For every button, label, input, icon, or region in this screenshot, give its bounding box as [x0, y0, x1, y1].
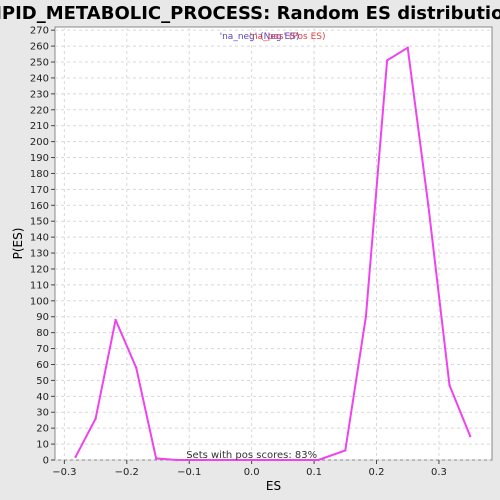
y-tick-label: 100	[30, 296, 49, 307]
y-axis-ticks: 0 10 20 30 40 50 60 70 80 90 100 110 120 130 140 150 160…	[30, 26, 55, 467]
y-tick-label: 40	[36, 392, 49, 403]
data-point	[74, 455, 77, 459]
y-tick-label: 130	[30, 249, 49, 260]
y-tick-label: 260	[30, 42, 49, 53]
legend: 'na_neg' (Neg ES)'na_pos' (Pos ES)	[220, 32, 326, 42]
x-tick-label: 0.1	[306, 467, 322, 478]
y-tick-label: 0	[43, 456, 49, 467]
data-point	[297, 458, 300, 462]
es-distribution-line	[74, 46, 472, 461]
data-point	[385, 59, 389, 62]
x-tick-label: −0.1	[177, 467, 201, 478]
data-point	[427, 204, 430, 207]
data-point	[448, 383, 451, 387]
x-tick-label: 0.2	[369, 467, 385, 478]
y-tick-label: 110	[30, 280, 49, 291]
y-tick-label: 170	[30, 185, 49, 196]
data-point	[154, 457, 158, 460]
y-tick-label: 20	[36, 424, 49, 435]
data-point	[468, 434, 472, 438]
data-point	[344, 449, 347, 452]
y-tick-label: 240	[30, 73, 49, 84]
data-point	[195, 458, 198, 462]
x-tick-label: −0.2	[115, 467, 139, 478]
y-tick-label: 30	[36, 408, 49, 419]
y-tick-label: 200	[30, 137, 49, 148]
y-tick-label: 210	[30, 121, 49, 132]
gridlines	[55, 27, 492, 461]
y-tick-label: 150	[30, 217, 49, 228]
y-tick-label: 50	[36, 376, 49, 387]
data-point	[236, 458, 239, 462]
y-tick-label: 270	[30, 26, 49, 37]
x-tick-label: 0.3	[431, 467, 447, 478]
x-axis-label: ES	[266, 479, 281, 493]
data-point	[406, 46, 409, 49]
chart-title: LIPID_METABOLIC_PROCESS: Random ES distr…	[0, 3, 500, 24]
y-tick-label: 140	[30, 233, 49, 244]
y-tick-label: 230	[30, 89, 49, 100]
legend-entry: 'na_pos' (Pos ES)	[249, 32, 325, 42]
annotation-pos-scores: Sets with pos scores: 83%	[186, 450, 317, 461]
y-tick-label: 190	[30, 153, 49, 164]
y-tick-label: 60	[36, 360, 49, 371]
plot-area	[54, 26, 493, 461]
y-tick-label: 10	[36, 440, 49, 451]
x-tick-label: 0.0	[244, 467, 260, 478]
data-point	[216, 458, 219, 462]
legend-entry: 'na_neg' (Neg ES)	[220, 32, 300, 42]
data-point	[114, 318, 117, 322]
y-axis-label: P(ES)	[11, 228, 25, 260]
data-point	[256, 458, 260, 462]
y-tick-label: 180	[30, 169, 49, 180]
x-tick-label: −0.3	[52, 467, 76, 478]
y-tick-label: 160	[30, 201, 49, 212]
series-layer	[74, 46, 472, 462]
data-point	[317, 458, 320, 462]
data-point	[364, 315, 368, 318]
y-tick-label: 120	[30, 264, 49, 275]
y-tick-label: 90	[36, 312, 49, 323]
data-point	[175, 458, 178, 462]
y-tick-label: 80	[36, 328, 49, 339]
data-point	[134, 366, 138, 369]
y-tick-label: 70	[36, 344, 49, 355]
y-tick-label: 250	[30, 58, 49, 69]
y-tick-label: 220	[30, 105, 49, 116]
data-point	[94, 417, 97, 420]
data-point	[276, 458, 280, 462]
